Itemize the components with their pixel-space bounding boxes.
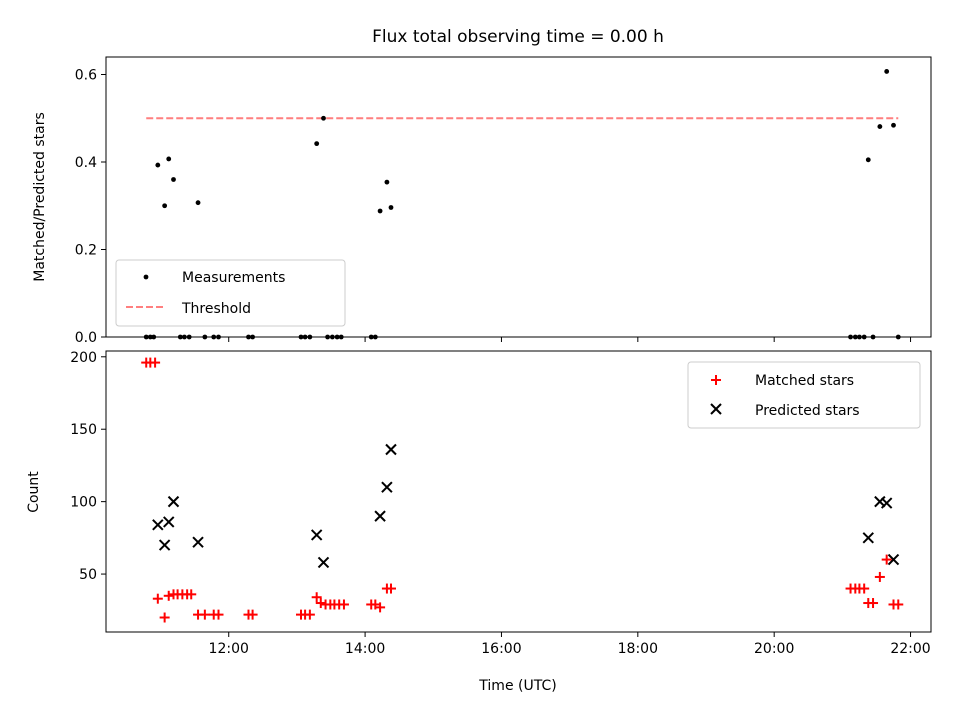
predicted-star-point [192, 536, 204, 548]
predicted-star-point [317, 556, 330, 569]
measurement-point [321, 115, 326, 121]
matched-star-point [874, 571, 885, 582]
matched-star-point [859, 583, 870, 594]
x-tick-label: 18:00 [618, 641, 658, 657]
top-legend-box [115, 259, 346, 327]
top-y-tick-label: 0.6 [75, 68, 97, 84]
predicted-star-point [310, 529, 323, 541]
x-tick-label: 22:00 [890, 641, 930, 657]
bottom-y-tick-label: 200 [70, 350, 97, 366]
measurement-point [195, 200, 201, 206]
matched-star-point [881, 554, 892, 565]
predicted-star-point [374, 510, 386, 522]
matched-star-point [199, 609, 210, 620]
legend-matched-label: Matched stars [755, 373, 854, 389]
legend-measurements-marker [143, 274, 149, 280]
matched-star-point [375, 602, 386, 613]
matched-star-point [315, 598, 326, 609]
predicted-star-point [381, 481, 393, 493]
measurement-point [865, 157, 871, 163]
predicted-star-point [385, 443, 397, 456]
top-y-tick-label: 0.0 [75, 330, 97, 346]
measurement-point [388, 205, 394, 210]
top-y-tick-label: 0.4 [75, 155, 97, 171]
measurement-point [884, 69, 890, 74]
matched-star-point [152, 593, 163, 604]
predicted-star-point [880, 497, 893, 509]
x-tick-label: 14:00 [345, 641, 385, 657]
top-y-tick-label: 0.2 [75, 243, 97, 259]
matched-star-point [868, 598, 879, 609]
measurement-point [877, 124, 883, 129]
x-tick-label: 16:00 [481, 641, 521, 657]
predicted-star-point [158, 539, 171, 551]
bottom-legend: Matched stars Predicted stars [687, 361, 921, 429]
predicted-star-point [163, 516, 175, 528]
predicted-star-point [152, 519, 164, 531]
legend-predicted-label: Predicted stars [755, 403, 860, 419]
bottom-y-tick-label: 150 [70, 422, 97, 438]
legend-predicted-marker [710, 403, 722, 415]
x-tick-label: 12:00 [209, 641, 249, 657]
measurement-point [891, 122, 896, 128]
x-axis-label: Time (UTC) [478, 678, 556, 694]
matched-star-point [304, 609, 315, 620]
predicted-star-point [862, 532, 874, 544]
bottom-panel: 12:00 14:00 16:00 18:00 20:00 22:00 50 100 150 20… [26, 350, 932, 694]
matched-star-point [247, 609, 258, 620]
matched-star-point [213, 609, 224, 620]
bottom-plot-frame [105, 350, 932, 633]
matched-star-point [338, 599, 349, 610]
chart-title: Flux total observing time = 0.00 h [372, 27, 664, 47]
legend-measurements-label: Measurements [182, 270, 285, 286]
x-tick-label: 20:00 [754, 641, 794, 657]
top-plot-frame [105, 56, 932, 338]
matched-star-point [386, 583, 396, 594]
matched-star-point [150, 357, 161, 368]
top-legend: Measurements Threshold [115, 259, 346, 327]
matched-star-point [311, 592, 322, 603]
bottom-y-tick-label: 100 [70, 495, 97, 511]
bottom-y-axis-label: Count [26, 471, 42, 513]
measurement-point [162, 203, 168, 209]
measurement-point [314, 141, 320, 147]
matched-star-point [163, 590, 174, 601]
matched-star-point [186, 589, 197, 600]
measurement-point [377, 208, 383, 214]
predicted-star-point [167, 495, 180, 508]
legend-matched-marker [711, 375, 721, 385]
legend-threshold-label: Threshold [181, 301, 251, 317]
top-panel: 0.0 0.2 0.4 0.6 Matched/Predicted stars Mea… [32, 56, 932, 346]
matched-star-point [159, 612, 170, 623]
predicted-star-point [887, 553, 900, 566]
measurement-point [166, 156, 172, 162]
measurement-point [155, 162, 161, 168]
top-y-axis-label: Matched/Predicted stars [32, 112, 48, 282]
measurement-point [384, 179, 390, 185]
bottom-y-tick-label: 50 [79, 567, 97, 583]
matched-star-point [893, 599, 904, 610]
measurement-point [171, 177, 176, 182]
bottom-legend-box [687, 361, 921, 429]
